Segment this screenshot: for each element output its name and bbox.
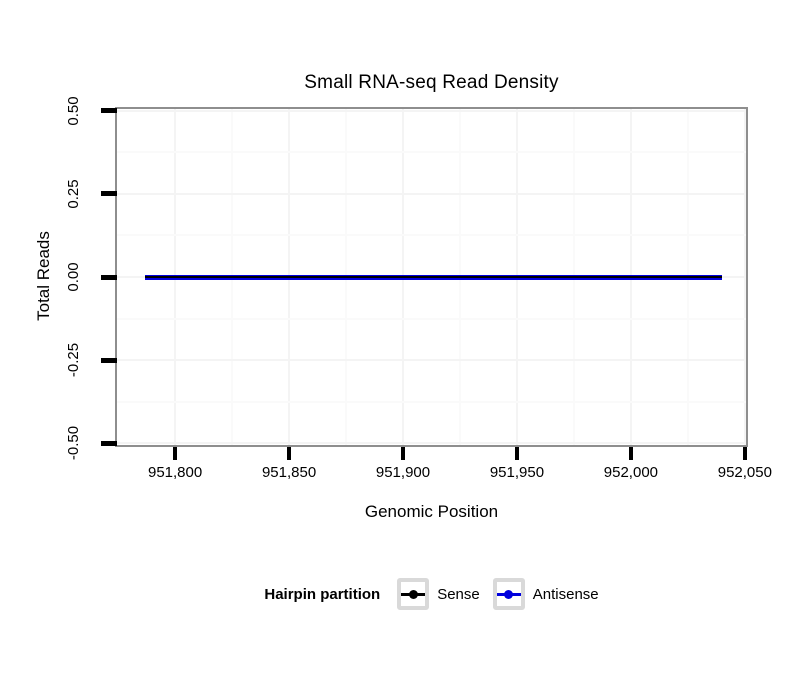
x-tick <box>401 447 405 460</box>
series-line-sense <box>145 275 723 279</box>
y-tick-label: 0.25 <box>65 179 82 209</box>
y-tick-label: 0.00 <box>65 262 82 292</box>
y-axis-label: Total Reads <box>34 231 53 321</box>
x-tick <box>628 447 633 460</box>
legend-label-sense: Sense <box>437 585 480 603</box>
x-tick-label: 951,900 <box>375 464 431 481</box>
x-tick-label: 951,800 <box>147 464 203 481</box>
x-tick <box>173 447 178 460</box>
legend-item-antisense: Antisense <box>492 578 599 610</box>
x-axis-label: Genomic Position <box>364 502 499 521</box>
y-tick <box>101 357 117 363</box>
x-tick-label: 952,050 <box>717 464 772 481</box>
y-tick-label: 0.50 <box>65 96 82 126</box>
y-minor-gridline <box>117 151 746 154</box>
y-tick <box>101 108 117 114</box>
x-tick <box>742 447 747 460</box>
x-tick <box>287 447 292 460</box>
legend: Hairpin partition Sense Antisense <box>115 576 748 612</box>
chart-title: Small RNA-seq Read Density <box>304 72 559 93</box>
legend-label-antisense: Antisense <box>532 585 599 603</box>
y-tick <box>101 440 117 446</box>
x-tick <box>514 447 519 460</box>
legend-point-icon <box>408 589 418 599</box>
x-tick-label: 952,000 <box>603 464 659 481</box>
y-minor-gridline <box>117 317 746 320</box>
x-tick-label: 951,950 <box>489 464 545 481</box>
x-tick-label: 951,850 <box>261 464 317 481</box>
y-tick <box>101 274 117 280</box>
y-major-gridline <box>117 109 746 112</box>
y-major-gridline <box>117 192 746 195</box>
y-minor-gridline <box>117 234 746 237</box>
y-tick-label: -0.25 <box>65 343 82 378</box>
legend-point-icon <box>504 589 514 599</box>
legend-key-box-sense <box>397 578 430 610</box>
y-major-gridline <box>117 442 746 445</box>
legend-item-sense: Sense <box>397 578 480 610</box>
y-minor-gridline <box>117 400 746 403</box>
plot-panel <box>115 107 748 447</box>
y-major-gridline <box>117 359 746 362</box>
legend-key-box-antisense <box>492 578 525 610</box>
y-tick <box>101 191 117 197</box>
y-tick-label: -0.50 <box>65 426 82 461</box>
legend-title: Hairpin partition <box>264 585 381 603</box>
